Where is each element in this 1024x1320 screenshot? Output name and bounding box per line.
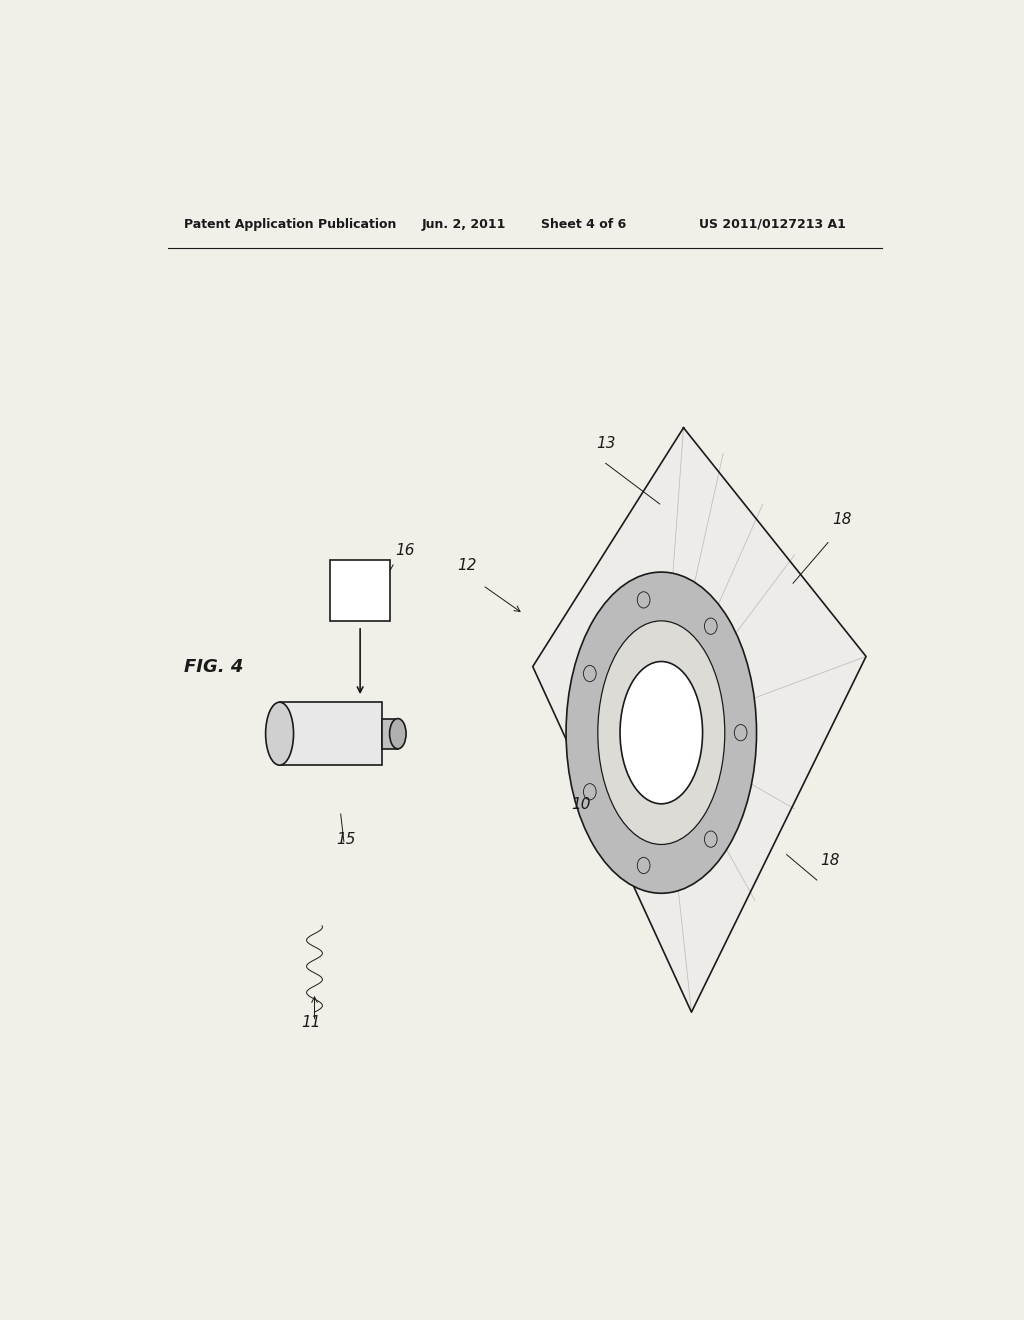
Text: 16: 16 (395, 543, 415, 558)
Text: Sheet 4 of 6: Sheet 4 of 6 (541, 218, 626, 231)
Text: 18: 18 (833, 512, 852, 527)
Text: 12: 12 (458, 558, 477, 573)
Text: US 2011/0127213 A1: US 2011/0127213 A1 (699, 218, 846, 231)
Text: 11: 11 (301, 1015, 321, 1031)
Text: 10: 10 (570, 797, 590, 812)
Ellipse shape (621, 661, 702, 804)
Text: FIG. 4: FIG. 4 (183, 657, 243, 676)
FancyBboxPatch shape (280, 702, 382, 766)
Polygon shape (532, 428, 866, 1012)
Ellipse shape (566, 572, 757, 894)
Text: Jun. 2, 2011: Jun. 2, 2011 (422, 218, 506, 231)
Ellipse shape (598, 620, 725, 845)
Ellipse shape (265, 702, 294, 766)
Text: 18: 18 (820, 853, 840, 867)
FancyBboxPatch shape (331, 560, 390, 620)
Text: 15: 15 (336, 833, 355, 847)
Ellipse shape (389, 718, 407, 748)
Text: Patent Application Publication: Patent Application Publication (183, 218, 396, 231)
FancyBboxPatch shape (382, 718, 397, 748)
Text: 13: 13 (596, 436, 615, 451)
